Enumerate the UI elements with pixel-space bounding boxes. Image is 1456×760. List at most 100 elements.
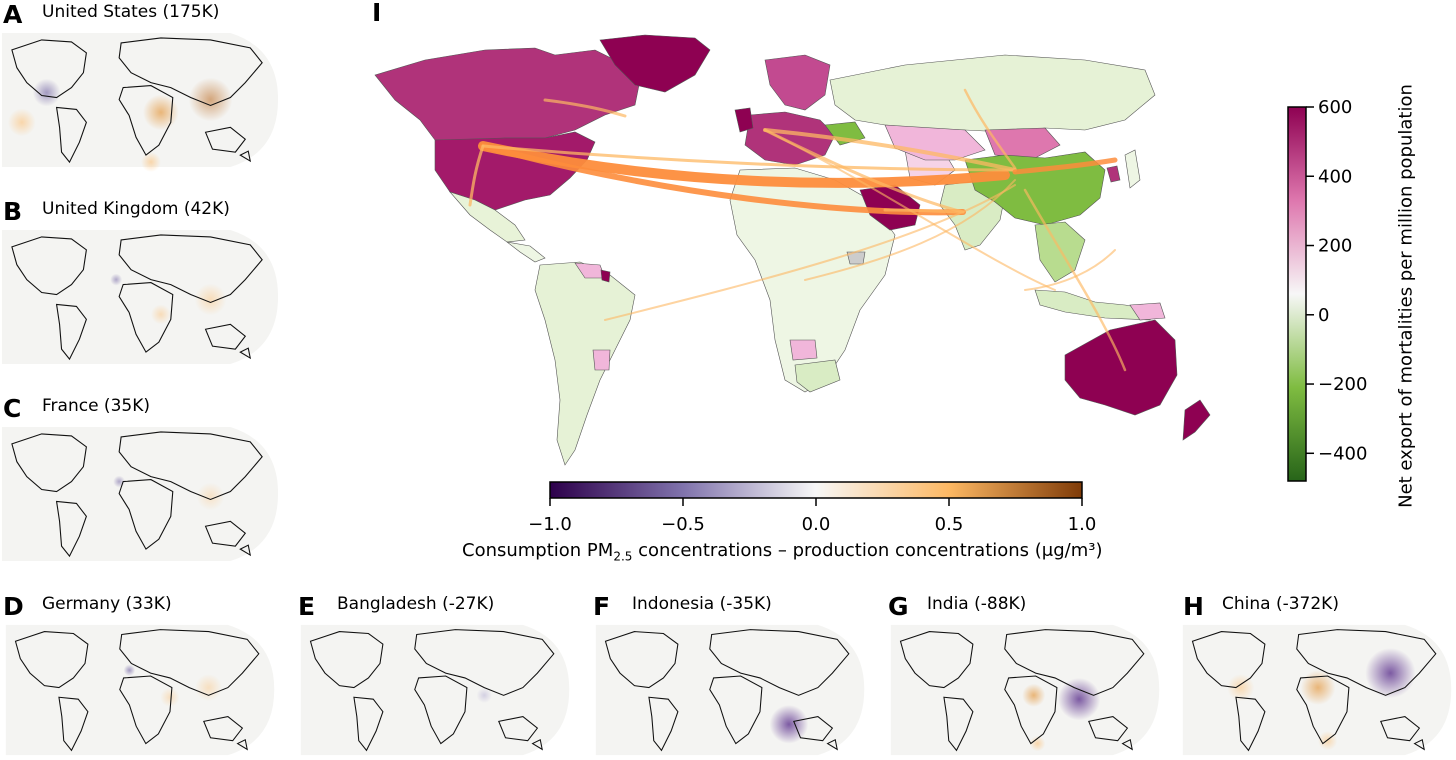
panel-map-f xyxy=(595,624,865,756)
panel-f: F Indonesia (-35K) xyxy=(590,592,872,760)
coastline xyxy=(648,696,679,752)
coastline xyxy=(11,433,87,493)
mortality-tick-label: 0 xyxy=(1318,305,1329,326)
flow-europe-sea xyxy=(764,129,1056,291)
coastline xyxy=(1296,629,1437,696)
country-new-zealand xyxy=(1182,399,1211,441)
country-russia xyxy=(829,54,1156,133)
panel-title-c: France (35K) xyxy=(42,396,150,416)
country-australia xyxy=(1064,319,1178,416)
mortality-tick-label: −200 xyxy=(1318,374,1367,395)
panel-letter-b: B xyxy=(3,197,23,226)
coastline xyxy=(11,39,87,99)
concentration-hotspot xyxy=(195,674,223,702)
panel-map-h xyxy=(1182,624,1452,756)
flow-brazil-china xyxy=(604,184,1016,321)
coastline xyxy=(119,629,260,696)
flow-japan-china xyxy=(1012,157,1118,175)
coastline xyxy=(118,234,263,304)
coastline xyxy=(709,629,850,696)
coastline xyxy=(414,629,555,696)
country-korea xyxy=(1106,165,1121,183)
panel-map-background xyxy=(595,624,865,756)
pm25-colorbar: −1.0 −0.5 0.0 0.5 1.0 xyxy=(528,481,1097,535)
coastline xyxy=(943,696,974,752)
coastline xyxy=(793,715,834,742)
flow-europe-china xyxy=(763,128,1017,172)
flow-africa-china xyxy=(804,179,1016,281)
panel-title-d: Germany (33K) xyxy=(42,594,172,614)
panel-letter-h: H xyxy=(1183,592,1204,621)
coastline xyxy=(239,544,252,557)
panel-title-a: United States (175K) xyxy=(42,2,220,22)
pm25-colorbar-bar xyxy=(549,481,1083,499)
panel-letter-i: I xyxy=(372,0,382,27)
coastline xyxy=(119,675,173,745)
concentration-hotspot xyxy=(123,664,136,676)
pm25-tick-label: 0.0 xyxy=(802,514,831,535)
mortality-tick-label: 600 xyxy=(1318,97,1352,118)
coastline xyxy=(204,323,247,350)
coastline xyxy=(204,520,247,547)
panel-c: C France (35K) xyxy=(0,394,282,566)
flow-mexico xyxy=(468,144,485,207)
coastline xyxy=(604,631,679,689)
region-southeast-asia xyxy=(1034,221,1086,283)
panel-map-d xyxy=(5,624,275,756)
panel-letter-a: A xyxy=(3,0,23,29)
panel-map-background xyxy=(300,624,570,756)
pm25-tick-label: 1.0 xyxy=(1068,514,1097,535)
mortality-colorbar-bar xyxy=(1287,106,1307,482)
country-japan xyxy=(1124,149,1141,189)
coastline xyxy=(309,631,384,689)
country-south-africa xyxy=(794,359,841,393)
continent-south-america xyxy=(534,261,636,466)
concentration-hotspot xyxy=(1300,670,1336,705)
panel-e: E Bangladesh (-27K) xyxy=(295,592,577,760)
panel-title-b: United Kingdom (42K) xyxy=(42,199,230,219)
coastline xyxy=(414,675,468,745)
concentration-hotspot xyxy=(188,77,233,122)
concentration-hotspot xyxy=(142,94,179,131)
mortality-tick-label: 400 xyxy=(1318,166,1352,187)
coastline xyxy=(1235,696,1266,752)
panel-map-a xyxy=(1,32,279,172)
concentration-hotspot xyxy=(160,687,180,707)
pm25-colorbar-label: Consumption PM2.5 concentrations – produ… xyxy=(462,540,1103,564)
coastline xyxy=(709,675,763,745)
concentration-hotspot xyxy=(1227,674,1255,702)
country-paraguay xyxy=(592,349,611,371)
concentration-hotspot xyxy=(1365,648,1416,699)
concentration-hotspot xyxy=(7,108,36,137)
coastline xyxy=(204,126,247,153)
region-scandinavia xyxy=(764,54,831,111)
panel-d: D Germany (33K) xyxy=(0,592,282,760)
coastline xyxy=(55,106,87,164)
country-canada xyxy=(374,47,641,141)
concentration-hotspot xyxy=(1029,735,1046,752)
concentration-hotspot xyxy=(32,78,61,107)
coastline xyxy=(236,738,248,751)
coastline xyxy=(826,738,838,751)
mortality-tick-label: −400 xyxy=(1318,443,1367,464)
mortality-colorbar-label-text: Net export of mortalities per million po… xyxy=(1395,84,1417,508)
coastline xyxy=(55,303,87,361)
coastline xyxy=(1088,715,1129,742)
coastline xyxy=(55,500,87,558)
panel-letter-c: C xyxy=(3,394,22,423)
panel-a: A United States (175K) xyxy=(0,0,282,172)
mortality-colorbar: 600 400 200 0 −200 −400 xyxy=(1287,97,1367,482)
concentration-hotspot xyxy=(110,273,123,286)
coastline xyxy=(1413,738,1425,751)
concentration-hotspot xyxy=(1057,677,1101,721)
coastline xyxy=(1004,629,1145,696)
coastline xyxy=(203,715,244,742)
panel-map-background xyxy=(1,229,279,365)
coastline xyxy=(1191,631,1266,689)
coastline xyxy=(1121,738,1133,751)
coastline xyxy=(118,479,174,550)
coastline xyxy=(531,738,543,751)
panel-title-f: Indonesia (-35K) xyxy=(632,594,772,614)
flow-canada xyxy=(543,98,627,118)
pm25-tick-label: −0.5 xyxy=(661,514,705,535)
